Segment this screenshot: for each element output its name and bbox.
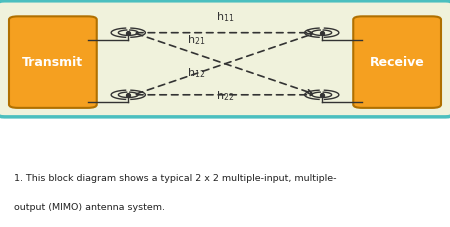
Text: h$_{22}$: h$_{22}$ (216, 89, 234, 103)
FancyBboxPatch shape (0, 1, 450, 117)
Text: output (MIMO) antenna system.: output (MIMO) antenna system. (14, 203, 165, 212)
Text: h$_{21}$: h$_{21}$ (187, 33, 205, 47)
Text: Receive: Receive (370, 56, 424, 69)
Text: h$_{12}$: h$_{12}$ (187, 66, 205, 80)
FancyBboxPatch shape (353, 16, 441, 108)
Text: Transmit: Transmit (22, 56, 83, 69)
Text: h$_{11}$: h$_{11}$ (216, 10, 234, 24)
FancyBboxPatch shape (9, 16, 97, 108)
Text: 1. This block diagram shows a typical 2 x 2 multiple-input, multiple-: 1. This block diagram shows a typical 2 … (14, 174, 336, 183)
